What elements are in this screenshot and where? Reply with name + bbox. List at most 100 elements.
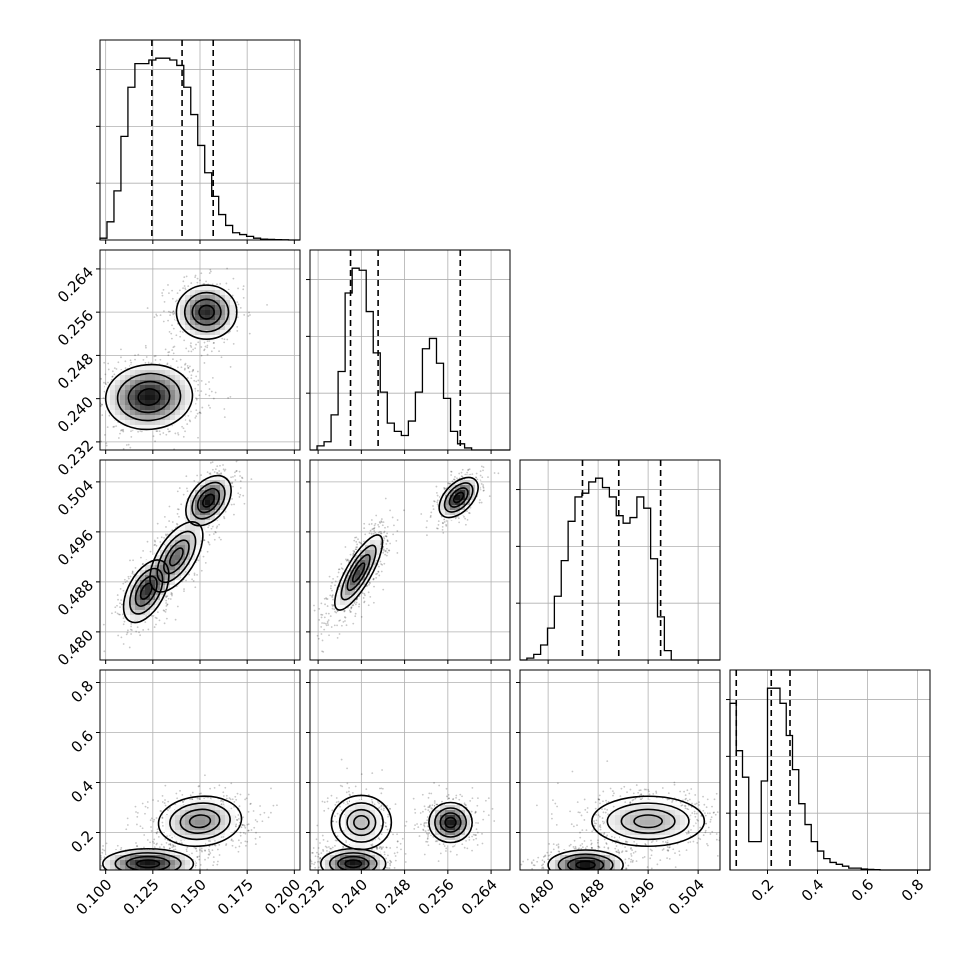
sample-point (220, 472, 223, 475)
sample-point (116, 612, 119, 615)
sample-point (174, 618, 177, 621)
density-cell (135, 610, 141, 616)
sample-point (482, 469, 484, 472)
sample-point (171, 594, 173, 597)
density-cell (440, 495, 446, 501)
density-cell (150, 385, 156, 391)
density-cell (210, 330, 216, 336)
sample-point (382, 551, 385, 554)
sample-point (104, 433, 106, 436)
sample-point (197, 379, 200, 382)
sample-point (184, 367, 186, 370)
density-cell (140, 375, 146, 381)
density-cell (190, 560, 196, 566)
density-cell (150, 415, 156, 421)
sample-point (466, 518, 469, 521)
density-cell (120, 375, 126, 381)
contour-line (156, 530, 197, 584)
sample-point (316, 634, 319, 637)
sample-point (350, 606, 353, 609)
histogram-step (520, 477, 720, 661)
sample-point (95, 415, 97, 417)
sample-point (372, 578, 375, 581)
sample-point (378, 525, 380, 528)
contour-line (116, 372, 182, 422)
sample-point (331, 607, 334, 610)
histogram-step (310, 267, 510, 451)
density-cell (440, 500, 446, 506)
density-cell (220, 490, 226, 496)
sample-point (190, 346, 193, 348)
sample-point (208, 381, 210, 383)
density-cell (175, 390, 181, 396)
density-cell (215, 330, 221, 336)
density-cell (175, 530, 181, 536)
density-cell (335, 595, 341, 601)
density-cell (160, 400, 166, 406)
density-cell (160, 570, 166, 576)
sample-point (478, 501, 481, 504)
density-cell (160, 555, 166, 561)
sample-point (344, 616, 347, 619)
sample-point (159, 358, 162, 361)
sample-point (189, 344, 192, 347)
sample-point (131, 572, 134, 575)
sample-point (154, 543, 157, 546)
sample-point (450, 470, 453, 473)
sample-point (232, 476, 234, 478)
sample-point (140, 430, 143, 433)
sample-point (131, 571, 134, 574)
density-cell (205, 305, 211, 311)
sample-point (115, 368, 118, 370)
density-cell (205, 320, 211, 326)
sample-point (437, 523, 440, 526)
sample-point (196, 573, 198, 576)
sample-point (238, 470, 241, 473)
density-cell (120, 380, 126, 386)
density-cell (170, 400, 176, 406)
sample-point (479, 474, 482, 477)
sample-point (184, 287, 187, 290)
density-cell (190, 290, 196, 296)
density-cell (195, 310, 201, 316)
sample-point (323, 622, 325, 625)
sample-point (123, 620, 126, 623)
sample-point (360, 542, 363, 545)
sample-point (187, 367, 189, 369)
density-cell (145, 585, 151, 591)
sample-point (182, 493, 185, 496)
sample-point (356, 546, 359, 549)
sample-point (165, 595, 168, 598)
sample-point (436, 501, 439, 504)
density-cell (120, 390, 126, 396)
sample-point (216, 472, 218, 474)
density-cell (145, 570, 151, 576)
density-cell (210, 515, 216, 521)
sample-point (239, 487, 242, 489)
density-cell (155, 405, 161, 411)
sample-point (380, 520, 383, 522)
sample-point (435, 491, 438, 494)
sample-point (370, 519, 373, 521)
sample-point (372, 577, 375, 580)
density-cell (120, 395, 126, 401)
density-cell (155, 555, 161, 561)
sample-point (171, 593, 174, 595)
density-cell (135, 575, 141, 581)
sample-point (190, 350, 193, 353)
density-cell (150, 565, 156, 571)
density-cell (195, 545, 201, 551)
density-cell (180, 375, 186, 381)
density-cell (145, 425, 151, 431)
density-cell (210, 315, 216, 321)
sample-point (118, 613, 121, 616)
density-cell (220, 305, 226, 311)
sample-point (172, 313, 175, 316)
sample-point (194, 417, 197, 419)
sample-point (266, 304, 268, 306)
density-cell (135, 425, 141, 431)
sample-point (191, 370, 194, 373)
density-cell (205, 335, 211, 341)
sample-point (161, 292, 164, 294)
